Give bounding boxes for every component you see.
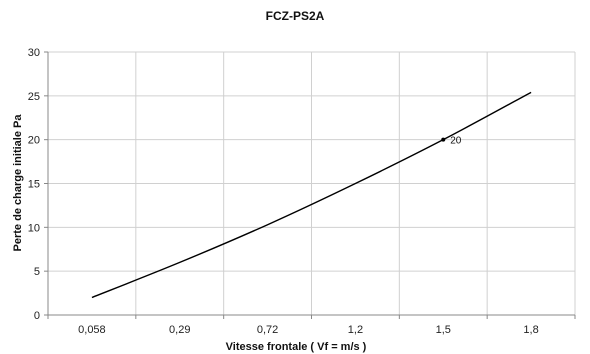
grid: [48, 51, 576, 315]
series-layer: [91, 91, 532, 299]
y-tick-label: 30: [28, 47, 40, 59]
series-line: [91, 91, 532, 299]
y-tick-label: 10: [28, 222, 40, 234]
x-tick-label: 1,5: [436, 324, 451, 336]
axes: [44, 51, 576, 319]
y-tick-label: 20: [28, 135, 40, 147]
chart-title: FCZ-PS2A: [266, 9, 325, 23]
y-tick-label: 5: [34, 266, 40, 278]
data-label: 20: [450, 136, 462, 147]
y-tick-label: 15: [28, 179, 40, 191]
labels: 0 5 10 15 20 25 30 0,058 0,29 0,72 1,2 1,5 1,8 20: [28, 47, 539, 336]
y-tick-label: 0: [34, 310, 40, 322]
data-point-marker: [441, 137, 446, 142]
x-tick-label: 0,29: [169, 324, 190, 336]
x-tick-label: 0,058: [78, 324, 106, 336]
x-tick-label: 1,8: [523, 324, 538, 336]
y-axis-title: Perte de charge initiale Pa: [12, 114, 24, 252]
x-tick-label: 1,2: [348, 324, 363, 336]
x-tick-label: 0,72: [257, 324, 278, 336]
x-axis-title: Vitesse frontale ( Vf = m/s ): [226, 341, 367, 353]
y-tick-label: 25: [28, 91, 40, 103]
